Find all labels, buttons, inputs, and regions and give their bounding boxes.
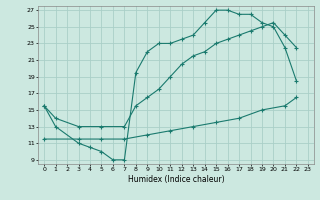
X-axis label: Humidex (Indice chaleur): Humidex (Indice chaleur) — [128, 175, 224, 184]
